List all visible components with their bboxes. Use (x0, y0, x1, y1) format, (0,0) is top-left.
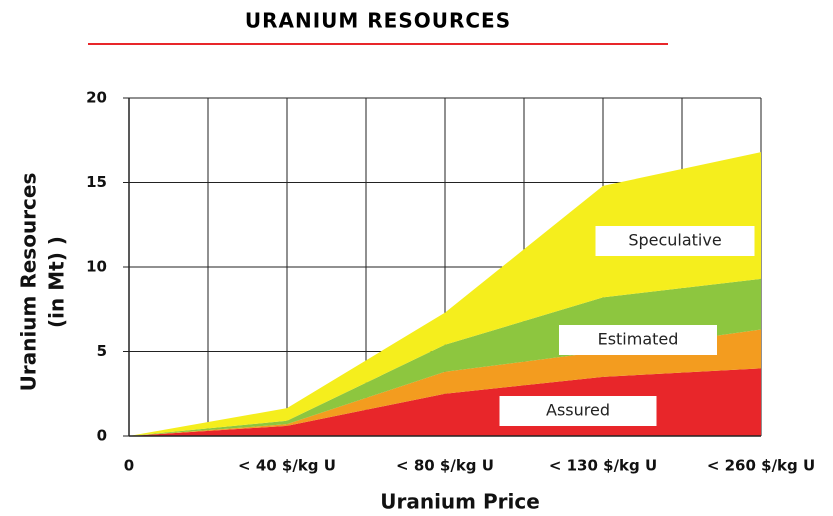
x-tick-label: < 260 $/kg U (707, 457, 815, 475)
x-axis-label: Uranium Price (380, 490, 540, 514)
x-tick-label: < 40 $/kg U (238, 457, 336, 475)
series-label: Assured (546, 401, 610, 420)
series-label: Speculative (628, 231, 721, 250)
area (129, 329, 761, 436)
area (129, 278, 761, 436)
y-tick-label: 0 (97, 427, 107, 445)
y-tick-label: 20 (86, 89, 107, 107)
y-tick-label: 5 (97, 342, 107, 360)
x-tick-label: < 130 $/kg U (549, 457, 657, 475)
label-box (499, 396, 657, 426)
label-box (559, 325, 717, 355)
series-label: Estimated (598, 330, 679, 349)
area (129, 152, 761, 436)
x-tick-label: 0 (124, 457, 134, 475)
chart-title: URANIUM RESOURCES (245, 9, 511, 33)
label-box (595, 226, 755, 256)
y-axis-label: (in Mt) ) (45, 236, 69, 328)
x-tick-label: < 80 $/kg U (396, 457, 494, 475)
y-tick-label: 10 (86, 258, 107, 276)
y-tick-label: 15 (86, 173, 107, 191)
y-axis-label: Uranium Resources (17, 173, 41, 392)
